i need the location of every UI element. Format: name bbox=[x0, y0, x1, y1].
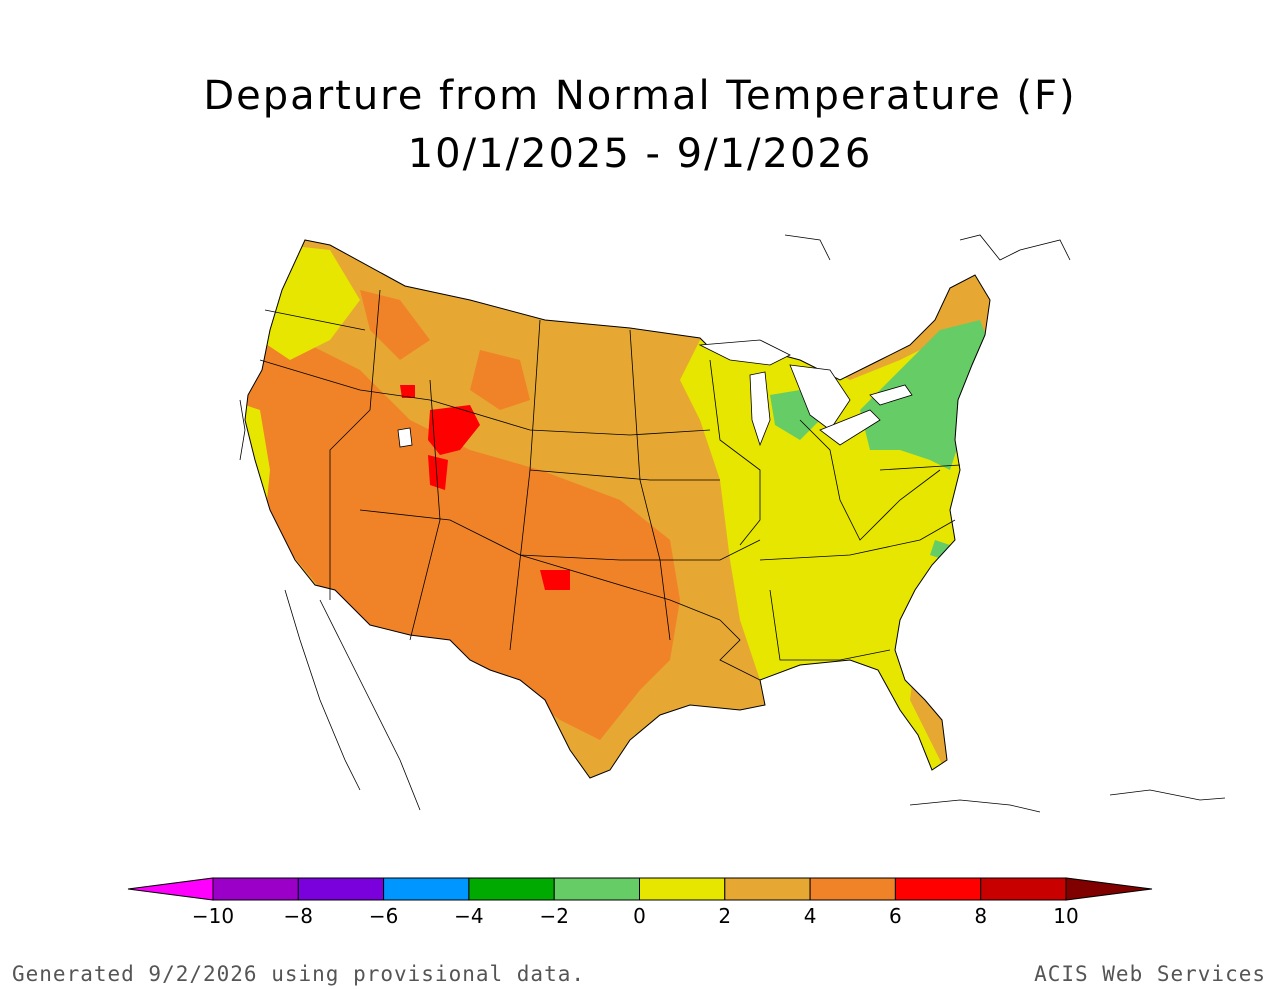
map-title: Departure from Normal Temperature (F) bbox=[203, 73, 1077, 119]
departure-zone-6-to-8-utah bbox=[428, 455, 448, 490]
neighbor-coastlines bbox=[239, 234, 1226, 813]
legend-bin bbox=[894, 877, 982, 901]
legend-tick-label: −4 bbox=[454, 904, 483, 928]
legend-bin-above-max bbox=[1065, 877, 1153, 901]
legend-bin bbox=[383, 877, 470, 901]
generated-note: Generated 9/2/2026 using provisional dat… bbox=[12, 962, 586, 986]
legend-tick-label: 0 bbox=[633, 904, 646, 928]
source-credit: ACIS Web Services bbox=[1034, 962, 1266, 986]
legend-bin bbox=[297, 877, 385, 901]
legend-tick-label: 2 bbox=[718, 904, 731, 928]
legend-tick-label: 4 bbox=[804, 904, 817, 928]
legend-bin bbox=[724, 877, 811, 901]
departure-zone-6-to-8-wyoming bbox=[428, 405, 480, 455]
legend-bin bbox=[553, 877, 641, 901]
legend-tick-label: −6 bbox=[369, 904, 398, 928]
legend-bin bbox=[980, 877, 1067, 901]
departure-zone-6-to-8-idaho bbox=[400, 385, 415, 398]
map-date-range: 10/1/2025 - 9/1/2026 bbox=[407, 131, 873, 177]
legend-tick-label: −10 bbox=[192, 904, 234, 928]
legend-bin bbox=[809, 877, 896, 901]
legend-bin-below-min bbox=[127, 877, 214, 901]
departure-zone-4-to-6-southwest bbox=[245, 330, 680, 740]
legend-tick-label: 10 bbox=[1053, 904, 1078, 928]
departure-zone-4-to-6-montana bbox=[470, 350, 530, 410]
departure-zone-4-to-6-idaho bbox=[360, 290, 430, 360]
legend-tick-label: 6 bbox=[889, 904, 902, 928]
legend-tick-label: −8 bbox=[284, 904, 313, 928]
legend-tick-label: −2 bbox=[539, 904, 568, 928]
legend-tick-label: 8 bbox=[974, 904, 987, 928]
legend-bin bbox=[212, 877, 299, 901]
legend-bin bbox=[468, 877, 555, 901]
departure-zone-6-to-8-new-mexico bbox=[540, 570, 570, 590]
state-boundaries bbox=[259, 289, 961, 681]
legend-bin bbox=[639, 877, 726, 901]
great-lakes bbox=[397, 339, 913, 448]
